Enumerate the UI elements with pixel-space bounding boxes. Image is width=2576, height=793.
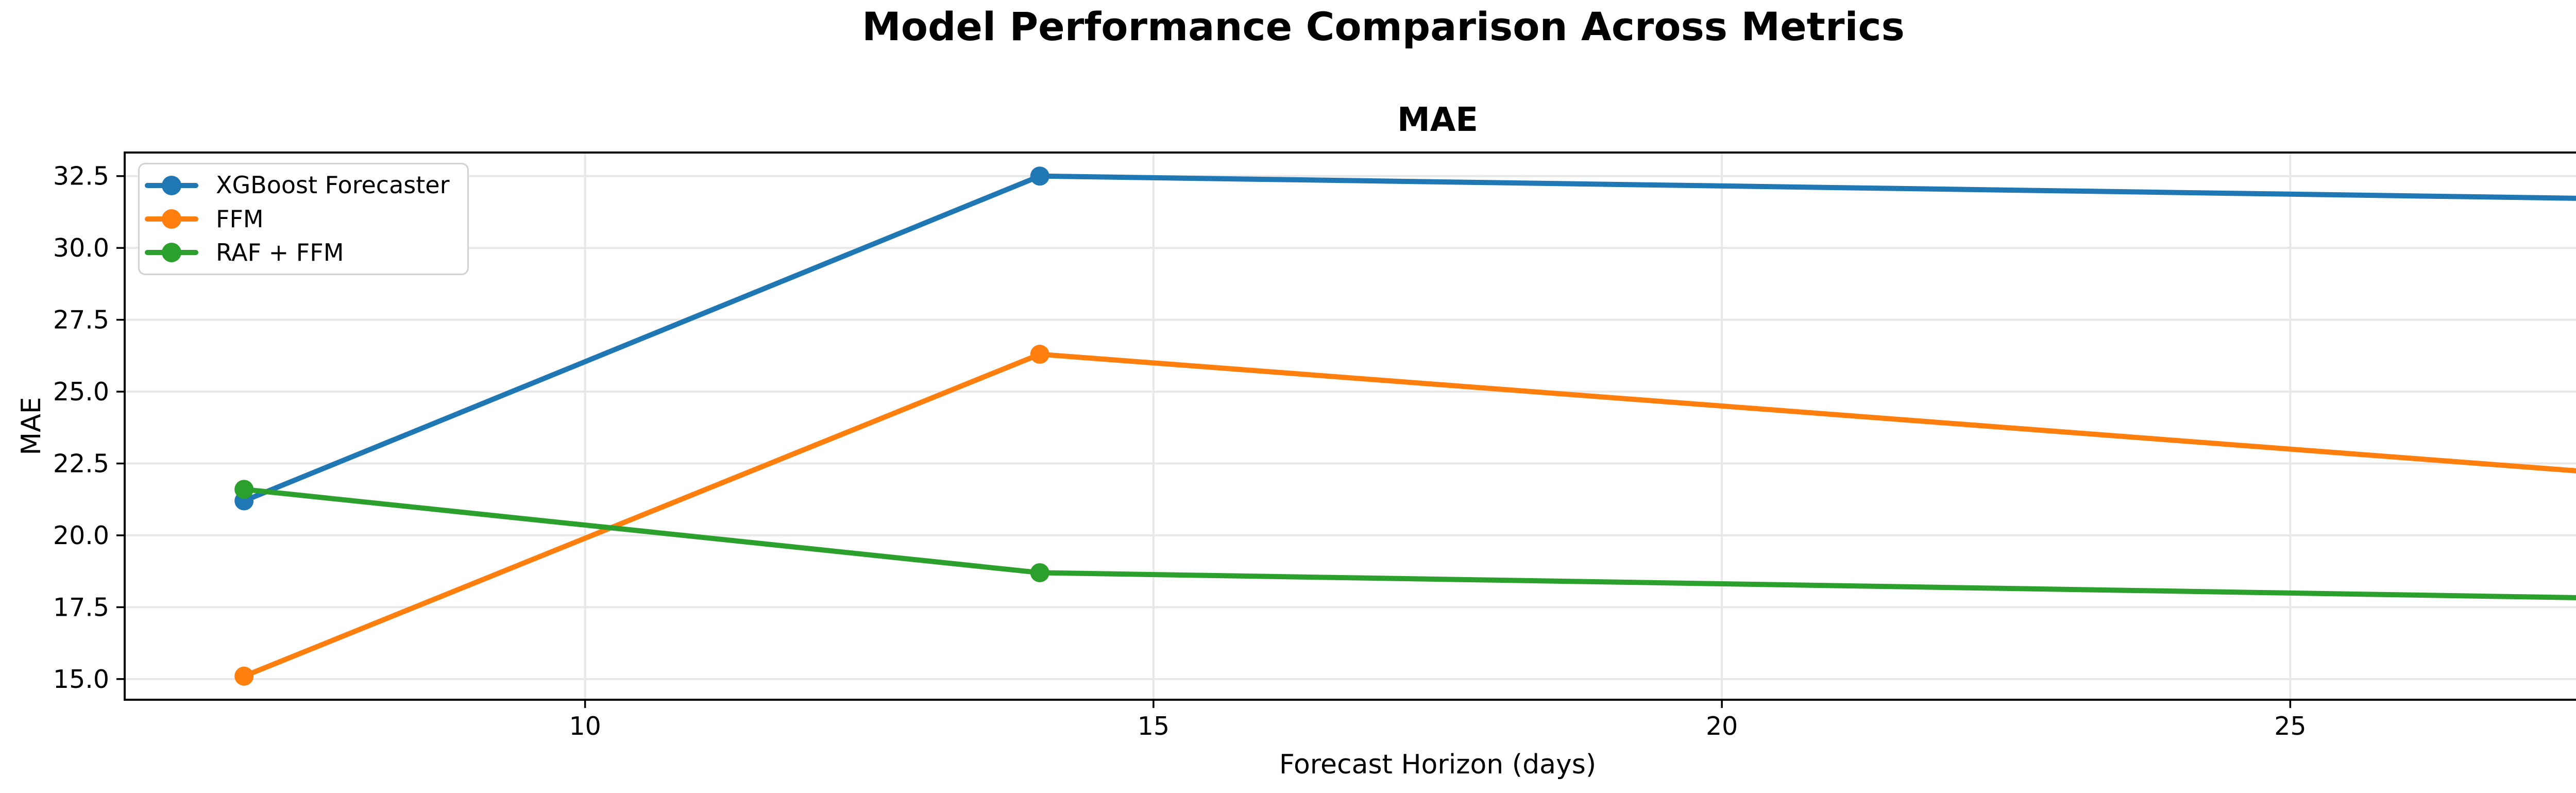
legend-entry-xgboost-forecaster: XGBoost Forecaster <box>145 172 462 198</box>
legend-dot-icon <box>162 175 181 195</box>
y-tick-label: 30.0 <box>53 233 109 263</box>
data-point-xgboost-forecaster <box>1030 166 1049 186</box>
x-tick-label: 10 <box>569 712 601 741</box>
data-point-raf-ffm <box>1030 563 1049 582</box>
legend-label-xgboost-forecaster: XGBoost Forecaster <box>216 171 450 199</box>
y-tick-label: 32.5 <box>53 162 109 191</box>
y-tick-label: 17.5 <box>53 593 109 622</box>
legend-marker-xgboost-forecaster <box>145 175 198 195</box>
x-axis-label: Forecast Horizon (days) <box>1279 749 1597 780</box>
y-tick-label: 15.0 <box>53 665 109 694</box>
data-point-ffm <box>1030 345 1049 364</box>
legend-marker-ffm <box>145 209 198 229</box>
legend: XGBoost Forecaster FFM RAF + FFM <box>138 163 469 275</box>
legend-entry-ffm: FFM <box>145 206 462 232</box>
x-tick-label: 15 <box>1138 712 1170 741</box>
series-line-ffm <box>241 351 2576 679</box>
data-point-raf-ffm <box>234 480 254 499</box>
x-tick-label: 25 <box>2274 712 2306 741</box>
legend-entry-raf-ffm: RAF + FFM <box>145 240 462 266</box>
tick-layer: 10 15 20 25 15.0 17.5 20.0 22.5 25.0 27.5 30.0 32.5 <box>53 162 2307 741</box>
series-line-raf-ffm <box>241 486 2576 600</box>
y-tick-label: 27.5 <box>53 306 109 335</box>
grid-layer <box>125 153 2576 700</box>
y-tick-label: 25.0 <box>53 377 109 407</box>
legend-label-raf-ffm: RAF + FFM <box>216 239 344 267</box>
legend-dot-icon <box>162 209 181 229</box>
legend-label-ffm: FFM <box>216 205 264 233</box>
y-tick-label: 22.5 <box>53 449 109 479</box>
axes-title: MAE <box>1397 101 1478 139</box>
legend-marker-raf-ffm <box>145 243 198 263</box>
series-layer <box>234 166 2576 686</box>
y-tick-label: 20.0 <box>53 521 109 550</box>
legend-dot-icon <box>162 243 181 263</box>
series-line-xgboost-forecaster <box>241 173 2576 504</box>
data-point-ffm <box>234 666 254 686</box>
y-axis-label: MAE <box>16 397 47 455</box>
figure-suptitle: Model Performance Comparison Across Metr… <box>862 4 1905 49</box>
axes-spines <box>124 151 2576 701</box>
x-tick-label: 20 <box>1706 712 1738 741</box>
